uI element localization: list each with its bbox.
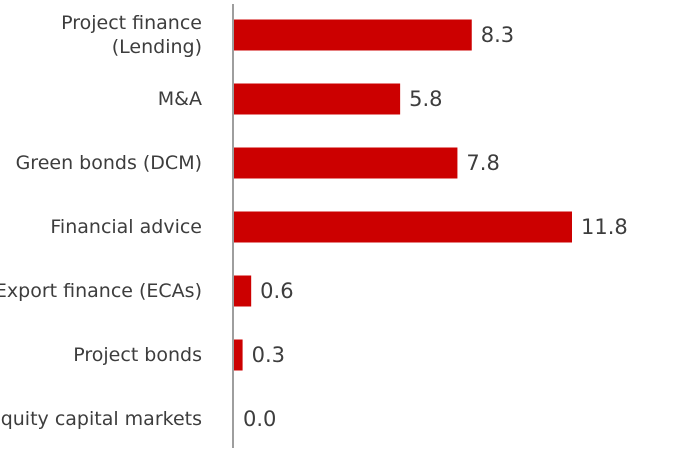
category-label-line: Project bonds xyxy=(73,344,202,366)
bar xyxy=(234,19,472,51)
bar xyxy=(234,83,401,115)
value-label: 7.8 xyxy=(466,151,499,175)
category-label-line: Equity capital markets xyxy=(0,408,202,430)
category-label-line: Financial advice xyxy=(50,216,202,238)
category-label: M&A xyxy=(158,88,202,110)
value-label: 0.6 xyxy=(260,279,293,303)
category-label: Project finance (Lending) xyxy=(61,12,202,58)
value-label: 8.3 xyxy=(481,23,514,47)
category-label: Export finance (ECAs) xyxy=(0,280,202,302)
category-label: Financial advice xyxy=(50,216,202,238)
bar xyxy=(234,339,243,371)
bars-layer: Project finance (Lending) 8.3 M&A 5.8 Green b… xyxy=(0,12,628,431)
category-label-line: Export finance (ECAs) xyxy=(0,280,202,302)
bar xyxy=(234,275,252,307)
bar xyxy=(234,147,458,179)
value-label: 5.8 xyxy=(409,87,442,111)
category-label: Project bonds xyxy=(73,344,202,366)
category-label: Equity capital markets xyxy=(0,408,202,430)
category-label: Green bonds (DCM) xyxy=(16,152,202,174)
category-label-line: (Lending) xyxy=(112,36,202,58)
category-label-line: Project finance xyxy=(61,12,202,34)
bar xyxy=(234,211,572,243)
category-label-line: M&A xyxy=(158,88,202,110)
value-label: 0.3 xyxy=(252,343,285,367)
value-label: 11.8 xyxy=(581,215,628,239)
category-label-line: Green bonds (DCM) xyxy=(16,152,202,174)
value-label: 0.0 xyxy=(243,407,276,431)
